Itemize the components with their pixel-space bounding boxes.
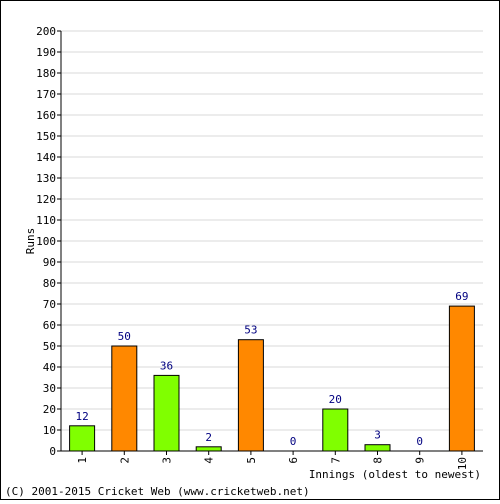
x-tick-label: 7 <box>329 457 342 464</box>
bar <box>448 305 475 452</box>
y-tick-label: 70 <box>43 298 56 311</box>
x-tick-label: 5 <box>245 457 258 464</box>
y-tick-label: 60 <box>43 319 56 332</box>
gridlines <box>61 30 483 431</box>
data-label: 0 <box>290 435 297 448</box>
y-tick-label: 120 <box>36 193 56 206</box>
bar <box>69 425 96 452</box>
x-tick-label: 1 <box>76 457 89 464</box>
x-axis-label: Innings (oldest to newest) <box>309 468 481 481</box>
bar <box>364 444 391 452</box>
y-tick-label: 10 <box>43 424 56 437</box>
x-tick-label: 2 <box>118 457 131 464</box>
bar <box>111 345 138 452</box>
bar <box>322 408 349 452</box>
bar <box>237 339 264 452</box>
y-tick-label: 30 <box>43 382 56 395</box>
data-label: 36 <box>160 359 173 372</box>
y-tick-label: 0 <box>49 445 56 458</box>
y-tick-label: 200 <box>36 25 56 38</box>
y-tick-label: 90 <box>43 256 56 269</box>
bar <box>195 446 222 452</box>
y-tick-label: 160 <box>36 109 56 122</box>
x-tick-label: 6 <box>287 457 300 464</box>
data-label: 69 <box>455 290 468 303</box>
y-tick-label: 150 <box>36 130 56 143</box>
data-label: 50 <box>118 330 131 343</box>
x-tick-label: 9 <box>414 457 427 464</box>
y-tick-label: 110 <box>36 214 56 227</box>
x-tick-label: 8 <box>372 457 385 464</box>
data-label: 20 <box>329 393 342 406</box>
y-tick-label: 100 <box>36 235 56 248</box>
y-tick-label: 140 <box>36 151 56 164</box>
x-axis-ticks: 1 2 3 4 5 6 7 8 9 10 <box>76 451 469 470</box>
y-axis-ticks: 0 10 20 30 40 50 60 70 80 90 100 110 120 130 140 150 160… <box>36 25 61 458</box>
x-tick-label: 4 <box>203 457 216 464</box>
data-label: 53 <box>244 324 257 337</box>
data-label: 12 <box>75 410 88 423</box>
copyright-credit: (C) 2001-2015 Cricket Web (www.cricketwe… <box>5 485 310 498</box>
bar <box>153 374 180 452</box>
y-tick-label: 190 <box>36 46 56 59</box>
data-label: 3 <box>374 429 381 442</box>
x-tick-label: 3 <box>161 457 174 464</box>
y-tick-label: 80 <box>43 277 56 290</box>
y-tick-label: 170 <box>36 88 56 101</box>
x-tick-label: 10 <box>456 457 469 470</box>
y-tick-label: 50 <box>43 340 56 353</box>
y-tick-label: 40 <box>43 361 56 374</box>
data-label: 2 <box>205 431 212 444</box>
data-labels: 12 50 36 2 53 0 20 3 0 69 <box>75 290 468 448</box>
y-tick-label: 130 <box>36 172 56 185</box>
y-tick-label: 20 <box>43 403 56 416</box>
y-tick-label: 180 <box>36 67 56 80</box>
bars <box>69 305 475 452</box>
y-axis-label: Runs <box>24 228 37 255</box>
data-label: 0 <box>416 435 423 448</box>
